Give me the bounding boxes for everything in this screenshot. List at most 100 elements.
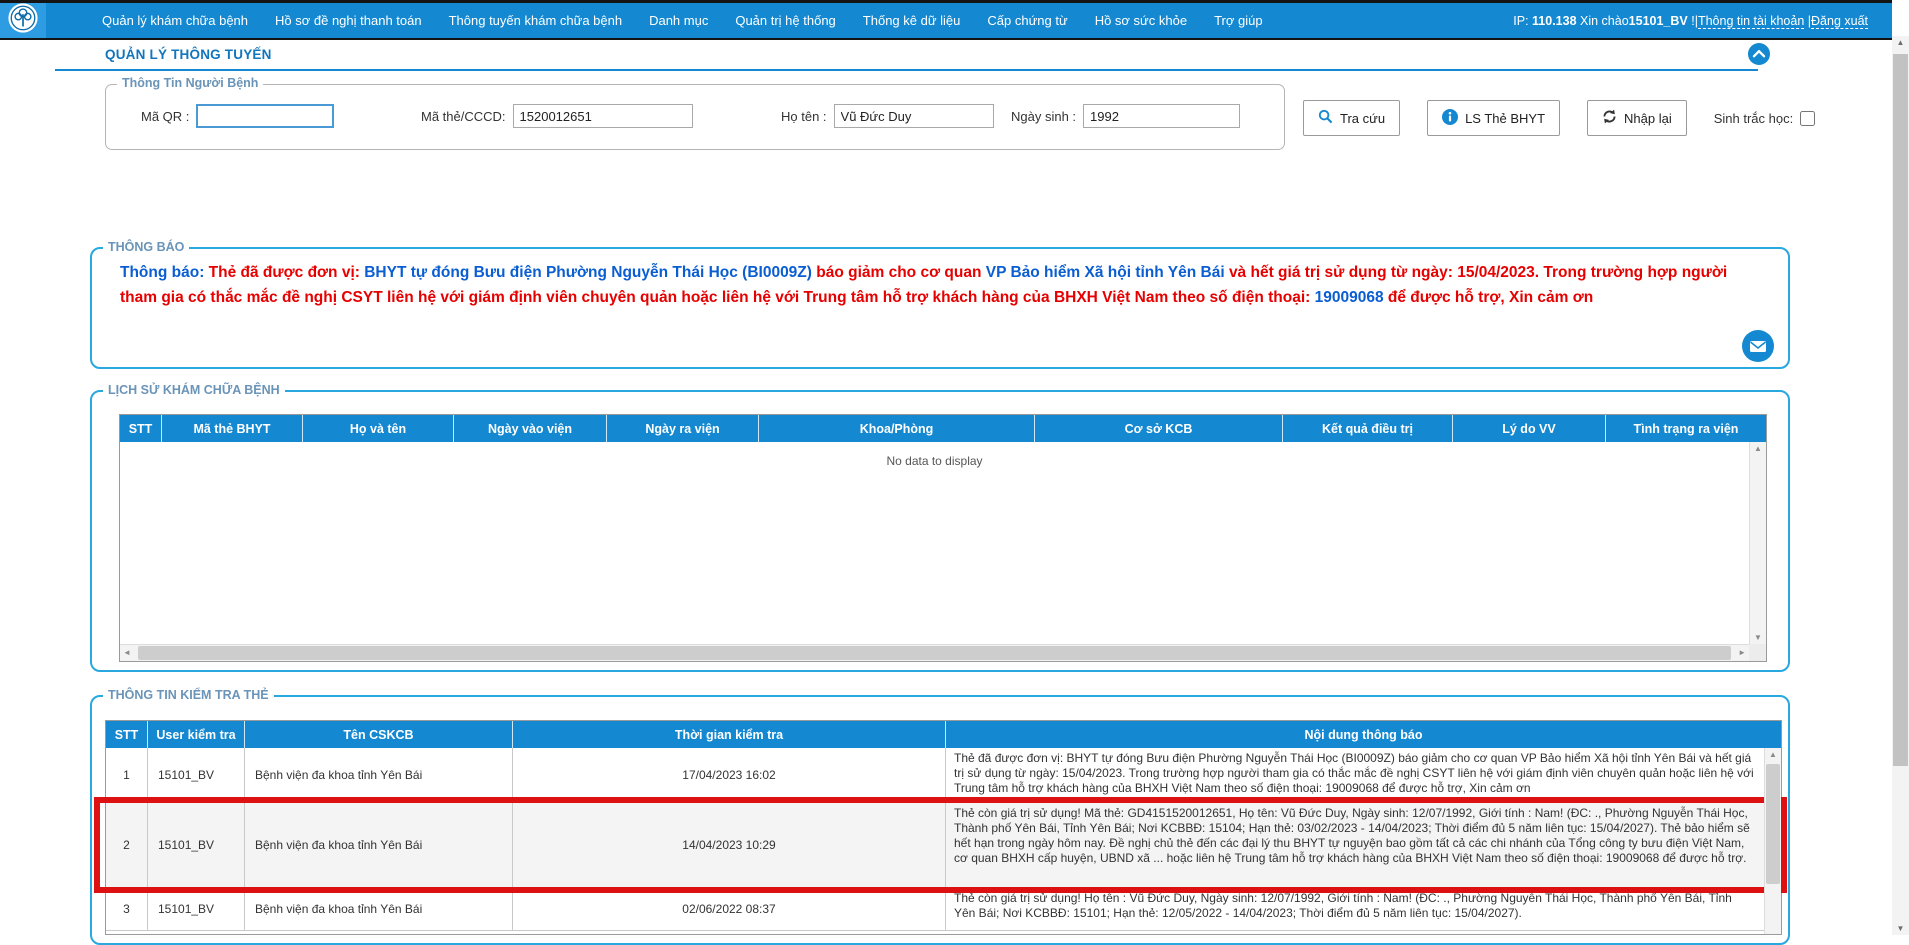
notice-segment: VP Bảo hiểm Xã hội tỉnh Yên Bái: [985, 264, 1229, 281]
menu-ho-so-suc-khoe[interactable]: Hồ sơ sức khỏe: [1094, 13, 1188, 28]
menu-cap-chung-tu[interactable]: Cấp chứng từ: [987, 13, 1068, 28]
qr-input[interactable]: [196, 104, 335, 128]
check-message: Thẻ còn giá trị sử dụng! Họ tên : Vũ Đức…: [946, 888, 1781, 930]
birthyear-label: Ngày sinh :: [1011, 108, 1077, 124]
biometric-checkbox[interactable]: [1800, 110, 1816, 126]
card-number-label: Mã thẻ/CCCD:: [421, 108, 506, 124]
patient-info-panel: Thông Tin Người Bệnh Mã QR : Mã thẻ/CCCD…: [105, 76, 1285, 150]
col-thoi-gian-kiem-tra: Thời gian kiểm tra: [513, 721, 946, 748]
history-horizontal-scrollbar[interactable]: ◄ ►: [120, 644, 1749, 661]
history-vertical-scrollbar[interactable]: ▲ ▼: [1749, 442, 1766, 644]
menu-kham-chua-benh[interactable]: Quản lý khám chữa bệnh: [102, 13, 249, 28]
page-vertical-scrollbar[interactable]: ▲ ▼: [1892, 36, 1909, 935]
search-icon: [1318, 109, 1333, 127]
check-user: 15101_BV: [148, 748, 245, 802]
menu-quan-tri-he-thong[interactable]: Quản trị hệ thống: [735, 13, 836, 28]
notice-legend: THÔNG BÁO: [103, 240, 190, 254]
link-divider: |: [1804, 13, 1812, 28]
scroll-down-arrow-icon[interactable]: ▼: [1754, 633, 1762, 642]
col-tinh-trang-ra-vien: Tình trạng ra viện: [1633, 421, 1739, 436]
scroll-left-arrow-icon[interactable]: ◄: [123, 648, 131, 657]
reset-button-label: Nhập lại: [1624, 110, 1672, 126]
reset-button[interactable]: Nhập lại: [1587, 100, 1687, 136]
card-check-table: STT User kiểm tra Tên CSKCB Thời gian ki…: [94, 720, 1787, 935]
bhxh-logo: [0, 3, 46, 38]
scroll-up-arrow-icon[interactable]: ▲: [1769, 750, 1777, 759]
birthyear-input[interactable]: [1083, 104, 1241, 128]
card-check-header: STT User kiểm tra Tên CSKCB Thời gian ki…: [106, 721, 1781, 748]
notice-panel: THÔNG BÁO Thông báo: Thẻ đã được đơn vị:…: [90, 240, 1790, 369]
card-check-panel: THÔNG TIN KIỂM TRA THẺ STT User kiểm tra…: [90, 688, 1790, 945]
visit-history-header: STT Mã thẻ BHYT Họ và tên Ngày vào viện …: [120, 415, 1766, 442]
scroll-right-arrow-icon[interactable]: ►: [1738, 648, 1746, 657]
page-scroll-thumb[interactable]: [1893, 54, 1908, 766]
card-check-legend: THÔNG TIN KIỂM TRA THẺ: [103, 688, 274, 702]
card-check-vertical-scrollbar[interactable]: ▲: [1764, 748, 1781, 934]
scroll-down-arrow-icon[interactable]: ▼: [1896, 924, 1905, 933]
scrollbar-corner: [1749, 644, 1766, 661]
check-facility: Bệnh viện đa khoa tỉnh Yên Bái: [245, 803, 513, 887]
check-time: 02/06/2022 08:37: [513, 888, 946, 930]
notice-segment: để được hỗ trợ, Xin cảm ơn: [1383, 289, 1594, 306]
col-khoa-phong: Khoa/Phòng: [759, 415, 1035, 442]
card-history-button-label: LS Thẻ BHYT: [1465, 110, 1546, 126]
action-buttons: Tra cứu LS Thẻ BHYT Nhập lạ: [1303, 100, 1816, 136]
col-stt: STT: [106, 721, 148, 748]
notice-segment: 19009068: [1314, 289, 1384, 306]
check-facility: Bệnh viện đa khoa tỉnh Yên Bái: [245, 748, 513, 802]
notice-segment: và hết giá trị sử dụng từ ngày: 15/04/20…: [120, 264, 1728, 306]
top-menu-bar: Quản lý khám chữa bệnh Hồ sơ đề nghị tha…: [0, 0, 1892, 40]
visit-history-legend: LỊCH SỬ KHÁM CHỮA BỆNH: [103, 383, 285, 397]
vertical-scroll-thumb[interactable]: [1766, 764, 1780, 884]
biometric-label: Sinh trắc học:: [1713, 110, 1794, 126]
check-message: Thẻ đã được đơn vị: BHYT tự đóng Bưu điệ…: [946, 748, 1781, 802]
collapse-panel-button[interactable]: [1748, 43, 1770, 65]
menu-danh-muc[interactable]: Danh mục: [649, 13, 709, 28]
check-row[interactable]: 1 15101_BV Bệnh viện đa khoa tỉnh Yên Bá…: [106, 748, 1781, 803]
scroll-up-arrow-icon[interactable]: ▲: [1754, 444, 1762, 453]
notice-segment: báo giảm cho cơ quan: [816, 264, 986, 281]
scroll-up-arrow-icon[interactable]: ▲: [1896, 38, 1905, 47]
main-menu: Quản lý khám chữa bệnh Hồ sơ đề nghị tha…: [102, 13, 1263, 28]
greeting-text: Xin chào: [1576, 13, 1629, 28]
col-ly-do-vv: Lý do VV: [1453, 415, 1606, 442]
bhxh-logo-icon: [7, 2, 39, 39]
logout-link[interactable]: Đăng xuất: [1811, 13, 1868, 29]
menu-tro-giup[interactable]: Trợ giúp: [1214, 13, 1263, 28]
page-title: QUẢN LÝ THÔNG TUYẾN: [105, 47, 272, 62]
patient-info-legend: Thông Tin Người Bệnh: [117, 76, 264, 90]
send-message-button[interactable]: [1742, 330, 1774, 362]
col-ngay-ra-vien: Ngày ra viện: [607, 415, 759, 442]
horizontal-scroll-thumb[interactable]: [138, 646, 1731, 660]
menu-thong-ke-du-lieu[interactable]: Thống kê dữ liệu: [862, 13, 961, 28]
check-stt: 3: [106, 888, 148, 930]
session-info: IP: 110.138 Xin chào15101_BV !|Thông tin…: [1513, 13, 1868, 29]
fullname-input[interactable]: [833, 104, 994, 128]
col-ngay-vao-vien: Ngày vào viện: [454, 415, 607, 442]
check-facility: Bệnh viện đa khoa tỉnh Yên Bái: [245, 888, 513, 930]
check-stt: 1: [106, 748, 148, 802]
ip-label: IP:: [1513, 13, 1533, 28]
check-time: 14/04/2023 10:29: [513, 803, 946, 887]
search-button-label: Tra cứu: [1340, 110, 1386, 126]
chevron-up-icon: [1748, 43, 1770, 68]
col-ma-the-bhyt: Mã thẻ BHYT: [162, 415, 303, 442]
col-user-kiem-tra: User kiểm tra: [148, 721, 245, 748]
ip-value: 110.138: [1532, 13, 1577, 28]
check-row[interactable]: 3 15101_BV Bệnh viện đa khoa tỉnh Yên Bá…: [106, 888, 1781, 931]
menu-ho-so-thanh-toan[interactable]: Hồ sơ đề nghị thanh toán: [275, 13, 422, 28]
search-button[interactable]: Tra cứu: [1303, 100, 1401, 136]
title-divider: [55, 69, 1758, 71]
check-row-selected[interactable]: 2 15101_BV Bệnh viện đa khoa tỉnh Yên Bá…: [94, 797, 1787, 893]
col-ho-va-ten: Họ và tên: [303, 415, 454, 442]
account-info-link[interactable]: Thông tin tài khoản: [1697, 13, 1805, 29]
visit-history-table: STT Mã thẻ BHYT Họ và tên Ngày vào viện …: [119, 414, 1767, 662]
menu-thong-tuyen[interactable]: Thông tuyến khám chữa bệnh: [448, 13, 623, 28]
col-stt: STT: [120, 415, 162, 442]
card-number-input[interactable]: [512, 104, 693, 128]
check-stt: 2: [106, 803, 148, 887]
notice-segment: Thẻ đã được đơn vị:: [208, 264, 365, 281]
card-history-button[interactable]: LS Thẻ BHYT: [1427, 100, 1561, 136]
envelope-icon: [1742, 330, 1774, 365]
